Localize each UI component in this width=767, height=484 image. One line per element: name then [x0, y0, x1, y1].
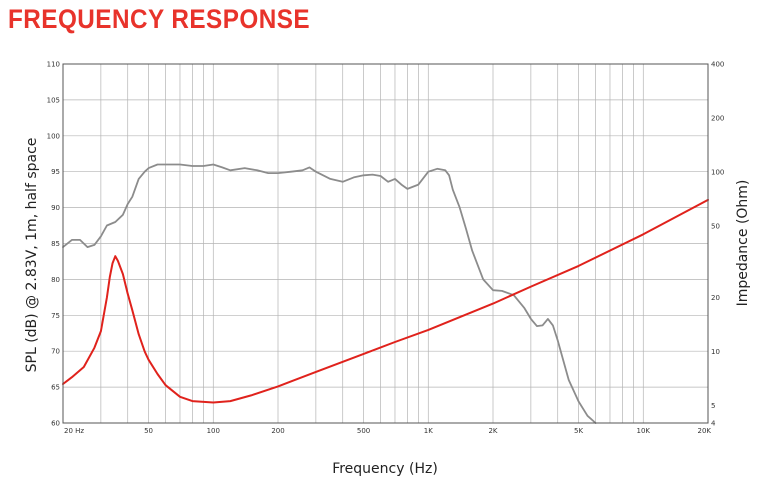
y-tick-label: 110: [47, 61, 60, 69]
y2-tick-labels: 4 5 10 20 50 100 200 400: [711, 61, 724, 428]
y2-axis-title: Impedance (Ohm): [735, 180, 751, 307]
y-tick-label: 80: [51, 276, 60, 284]
x-tick-label: 100: [207, 427, 220, 435]
impedance-curve: [62, 198, 709, 404]
page-title: FREQUENCY RESPONSE: [8, 4, 311, 34]
y2-tick-label: 4: [711, 420, 716, 428]
y2-tick-label: 5: [711, 402, 715, 410]
x-tick-label: 20 Hz: [64, 427, 84, 435]
x-tick-label: 20K: [698, 427, 712, 435]
y-tick-label: 65: [51, 384, 60, 392]
x-tick-label: 500: [357, 427, 370, 435]
y-tick-labels: 60 65 70 75 80 85 90 95 100 105 110: [47, 61, 60, 428]
series-layer: [62, 163, 709, 424]
y-tick-label: 90: [51, 204, 60, 212]
x-axis-title: Frequency (Hz): [332, 461, 438, 477]
y2-tick-label: 10: [711, 348, 720, 356]
y-tick-label: 105: [47, 96, 60, 104]
y-tick-label: 95: [51, 168, 60, 176]
x-tick-label: 50: [144, 427, 153, 435]
y2-tick-label: 50: [711, 223, 720, 231]
y-tick-label: 85: [51, 240, 60, 248]
x-tick-label: 2K: [488, 427, 497, 435]
y-tick-label: 100: [47, 132, 60, 140]
plot-frame: [62, 63, 709, 424]
x-tick-label: 200: [271, 427, 284, 435]
y-tick-label: 60: [51, 420, 60, 428]
y2-tick-label: 400: [711, 61, 724, 69]
y-axis-title: SPL (dB) @ 2.83V, 1m, half space: [24, 138, 40, 373]
y2-tick-label: 200: [711, 115, 724, 123]
spl-curve: [62, 163, 597, 424]
y-tick-label: 75: [51, 312, 60, 320]
x-tick-label: 10K: [637, 427, 651, 435]
y-tick-label: 70: [51, 348, 60, 356]
x-tick-labels: 20 Hz 50 100 200 500 1K 2K 5K 10K 20K: [64, 427, 711, 435]
y2-tick-label: 20: [711, 294, 720, 302]
y2-tick-label: 100: [711, 169, 724, 177]
x-tick-label: 5K: [574, 427, 583, 435]
x-tick-label: 1K: [424, 427, 433, 435]
